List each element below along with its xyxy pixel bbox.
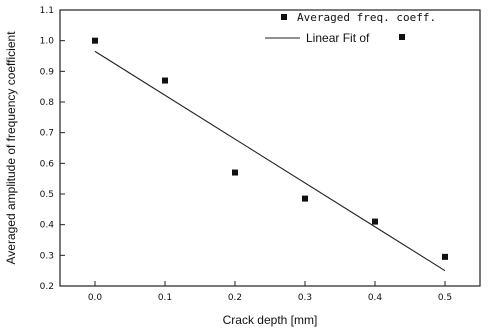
x-axis-title: Crack depth [mm] [223,313,318,327]
data-point [162,77,168,84]
y-tick-label: 0.5 [40,190,54,200]
y-tick-label: 0.9 [40,67,55,77]
data-point [302,195,308,202]
data-point [372,218,378,225]
x-tick-label: 0.1 [158,293,172,303]
y-tick-label: 0.6 [40,159,55,169]
data-point [442,253,448,260]
y-tick-label: 0.3 [40,251,54,261]
y-tick-label: 0.2 [40,282,54,292]
y-axis-ticks: 0.2 0.3 0.4 0.5 0.6 0.7 0.8 0.9 1.0 1.1 [40,6,65,292]
x-tick-label: 0.5 [438,293,452,303]
y-tick-label: 1.0 [40,37,55,47]
x-axis-ticks: 0.0 0.1 0.2 0.3 0.4 0.5 [88,281,452,303]
y-tick-label: 0.7 [40,129,54,139]
legend-label-points: Averaged freq. coeff. [297,11,436,24]
legend-label-line: Linear Fit of [306,31,370,45]
legend: Averaged freq. coeff. Linear Fit of [265,11,436,45]
data-point [232,169,238,176]
x-tick-label: 0.0 [88,293,103,303]
y-tick-label: 0.8 [40,98,55,108]
y-tick-label: 1.1 [40,6,54,16]
linear-fit-line [94,50,446,272]
data-point [92,37,98,44]
x-tick-label: 0.4 [368,293,383,303]
x-tick-label: 0.2 [228,293,242,303]
y-tick-label: 0.4 [40,221,55,231]
x-tick-label: 0.3 [298,293,312,303]
legend-fit-ref-marker [399,34,405,40]
plot-frame [59,9,481,287]
data-points-layer [92,37,448,260]
fit-line-layer [94,50,446,272]
legend-marker-points [281,14,287,20]
y-axis-title: Averaged amplitude of frequency coeffici… [4,31,18,265]
